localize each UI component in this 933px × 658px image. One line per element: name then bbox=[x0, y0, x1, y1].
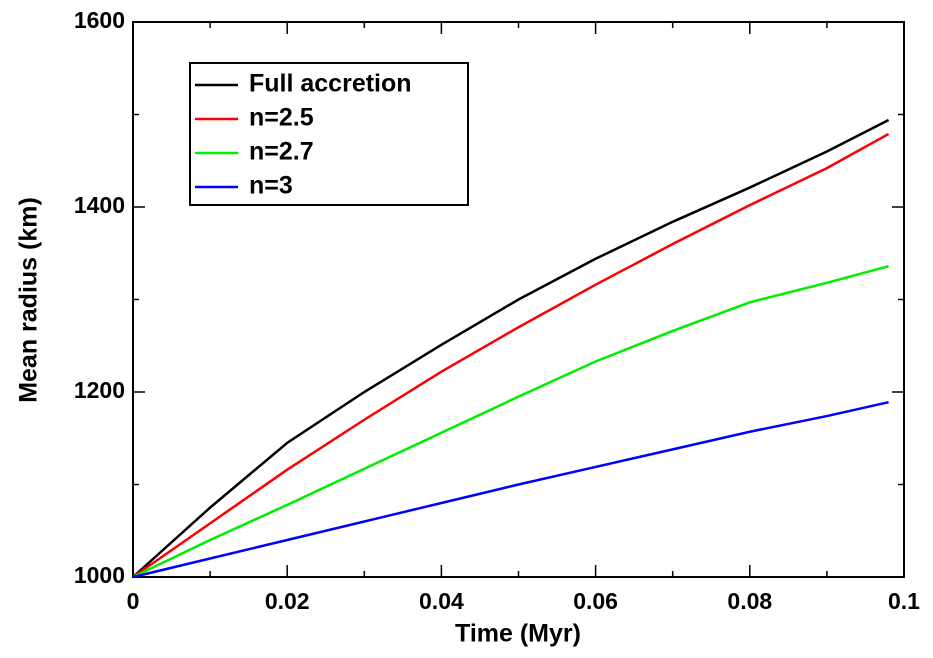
x-tick-label: 0.08 bbox=[727, 588, 772, 614]
series-line bbox=[132, 400, 889, 579]
x-tick-label: 0.1 bbox=[888, 588, 920, 614]
x-axis-label: Time (Myr) bbox=[455, 620, 581, 648]
legend-label: Full accretion bbox=[249, 70, 412, 98]
x-tick-label: 0.04 bbox=[419, 588, 464, 614]
series-line bbox=[132, 118, 890, 578]
y-tick-label: 1200 bbox=[74, 377, 125, 403]
y-tick-label: 1600 bbox=[74, 7, 125, 33]
x-tick-label: 0.06 bbox=[573, 588, 618, 614]
y-tick-label: 1400 bbox=[74, 192, 125, 218]
legend-label: n=3 bbox=[249, 172, 293, 200]
y-tick-label: 1000 bbox=[74, 562, 125, 588]
legend-box bbox=[189, 62, 469, 206]
legend-label: n=2.7 bbox=[249, 138, 314, 166]
y-axis-label: Mean radius (km) bbox=[15, 197, 43, 403]
legend-label: n=2.5 bbox=[249, 104, 314, 132]
x-tick-label: 0.02 bbox=[265, 588, 310, 614]
series-line bbox=[132, 264, 889, 579]
series-line bbox=[132, 132, 890, 579]
x-tick-label: 0 bbox=[127, 588, 140, 614]
